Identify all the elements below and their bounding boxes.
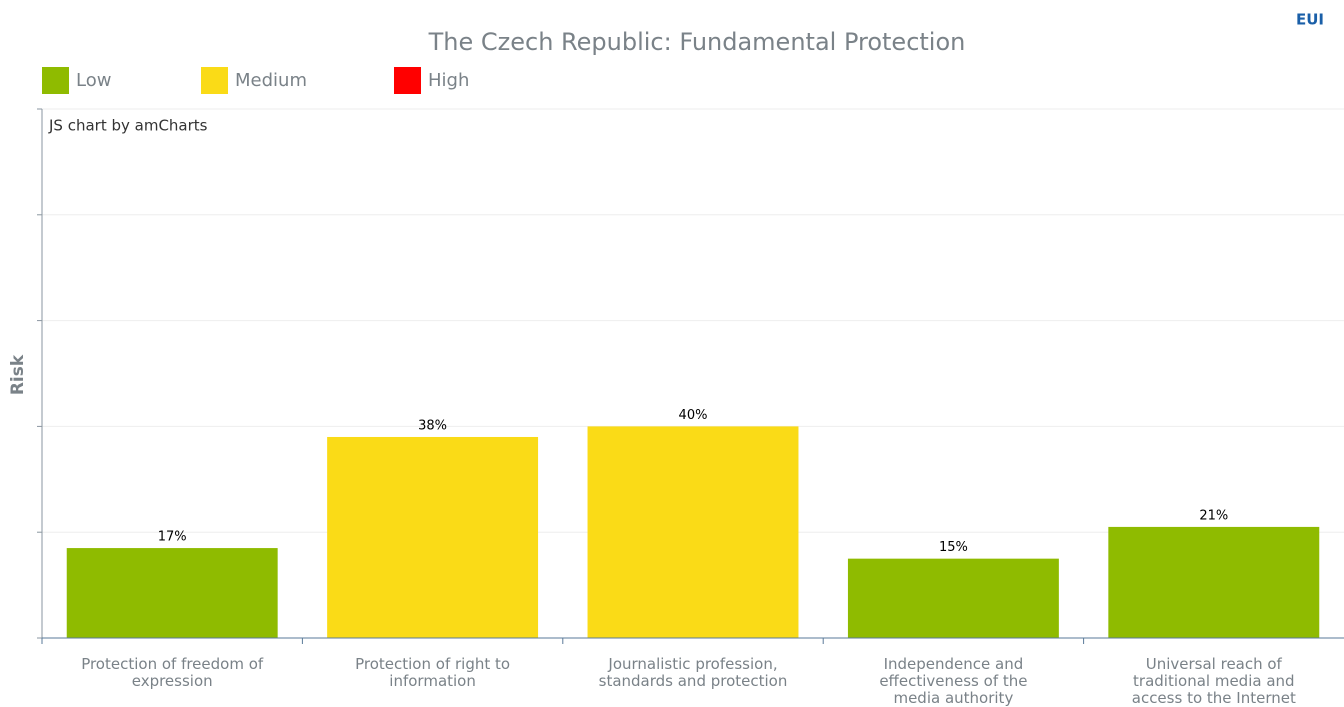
- credit: JS chart by amCharts: [48, 117, 208, 135]
- legend-label: Medium: [235, 70, 307, 91]
- value-label: 15%: [939, 540, 968, 555]
- value-label: 21%: [1199, 508, 1228, 523]
- x-tick-label: Universal reach of traditional media and a…: [1132, 655, 1296, 707]
- x-tick-label: Journalistic profession, standards and pr…: [599, 655, 788, 690]
- chart-title: The Czech Republic: Fundamental Protecti…: [428, 28, 966, 56]
- legend-swatch: [394, 67, 421, 94]
- bar: [1108, 526, 1320, 638]
- bar: [327, 436, 539, 638]
- x-tick-label: Independence and effectiveness of the medi…: [879, 655, 1027, 707]
- value-label: 38%: [418, 418, 447, 433]
- bar: [587, 426, 799, 638]
- value-label: 17%: [158, 530, 187, 545]
- y-axis-label: Risk: [8, 354, 28, 395]
- bar: [847, 558, 1059, 638]
- legend-label: High: [428, 70, 469, 91]
- legend-swatch: [42, 67, 69, 94]
- logo: EUI: [1296, 11, 1324, 29]
- value-label: 40%: [679, 408, 708, 423]
- x-tick-label: Protection of right to information: [355, 655, 510, 690]
- x-tick-label: Protection of freedom of expression: [81, 655, 264, 690]
- legend-swatch: [201, 67, 228, 94]
- legend-label: Low: [76, 70, 111, 91]
- bar: [66, 548, 278, 638]
